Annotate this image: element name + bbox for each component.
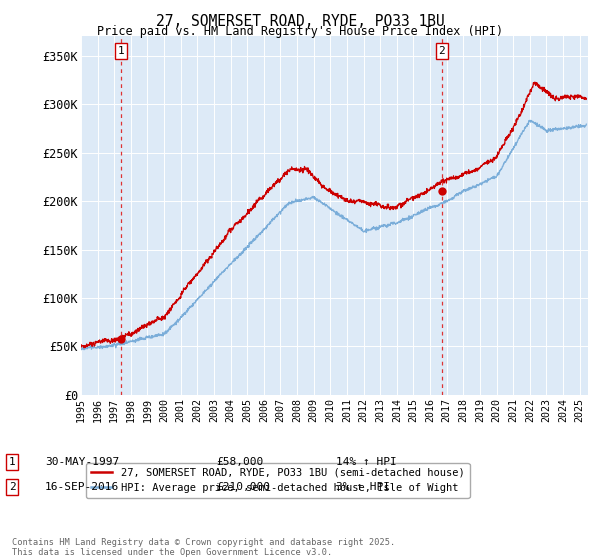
Text: 1: 1	[8, 457, 16, 467]
Text: 2: 2	[8, 482, 16, 492]
Text: £58,000: £58,000	[216, 457, 263, 467]
Text: Price paid vs. HM Land Registry's House Price Index (HPI): Price paid vs. HM Land Registry's House …	[97, 25, 503, 38]
Text: 3% ↑ HPI: 3% ↑ HPI	[336, 482, 390, 492]
Text: 27, SOMERSET ROAD, RYDE, PO33 1BU: 27, SOMERSET ROAD, RYDE, PO33 1BU	[155, 14, 445, 29]
Text: 2: 2	[439, 46, 445, 56]
Text: £210,000: £210,000	[216, 482, 270, 492]
Text: Contains HM Land Registry data © Crown copyright and database right 2025.
This d: Contains HM Land Registry data © Crown c…	[12, 538, 395, 557]
Text: 16-SEP-2016: 16-SEP-2016	[45, 482, 119, 492]
Text: 30-MAY-1997: 30-MAY-1997	[45, 457, 119, 467]
Text: 14% ↑ HPI: 14% ↑ HPI	[336, 457, 397, 467]
Legend: 27, SOMERSET ROAD, RYDE, PO33 1BU (semi-detached house), HPI: Average price, sem: 27, SOMERSET ROAD, RYDE, PO33 1BU (semi-…	[86, 463, 470, 498]
Text: 1: 1	[118, 46, 124, 56]
